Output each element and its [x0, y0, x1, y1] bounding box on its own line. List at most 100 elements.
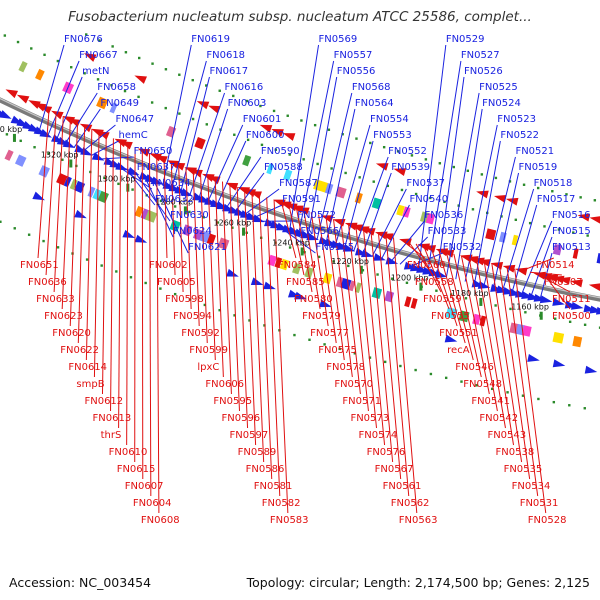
ring-dot	[429, 196, 432, 200]
reverse-gene-label: FN0548	[463, 379, 502, 390]
forward-gene-label: FN0601	[243, 114, 282, 125]
reverse-leader-line	[45, 113, 57, 276]
reverse-gene-label: FN0592	[181, 328, 220, 339]
ring-dot	[372, 180, 375, 183]
ring-dot	[528, 221, 532, 225]
ring-dot	[300, 119, 303, 122]
forward-gene-label: FN0521	[515, 146, 554, 157]
gene-block	[348, 280, 356, 292]
ring-dot	[475, 384, 479, 387]
reverse-gene-arrow	[577, 213, 591, 222]
forward-gene-label: FN0515	[552, 226, 591, 237]
forward-leader-line	[135, 173, 171, 222]
ring-dot	[355, 137, 358, 140]
forward-gene-arrow	[552, 359, 566, 368]
ring-dot	[293, 333, 296, 337]
ring-dot	[302, 158, 305, 161]
kbp-label: 1320 kbp	[41, 151, 79, 160]
ring-dot	[70, 66, 73, 69]
forward-gene-arrow	[74, 209, 87, 219]
ring-dot	[382, 145, 386, 149]
reverse-gene-label: FN0541	[471, 396, 510, 407]
forward-leader-line	[234, 172, 265, 212]
forward-gene-label: metN	[82, 66, 109, 77]
map-title: Fusobacterium nucleatum subsp. nucleatum…	[68, 9, 532, 25]
reverse-gene-label: FN0551	[439, 328, 478, 339]
reverse-leader-line	[377, 233, 402, 480]
gene-block	[165, 125, 177, 138]
forward-gene-arrow	[595, 306, 600, 315]
reverse-leader-line	[53, 116, 64, 293]
reverse-leader-line	[61, 119, 71, 310]
ring-dot	[164, 68, 168, 71]
reverse-gene-label: thrS	[101, 430, 122, 441]
forward-gene-arrow	[39, 128, 53, 138]
reverse-leader-line	[37, 109, 50, 259]
forward-leader-line	[436, 76, 465, 275]
ring-dot	[233, 314, 236, 317]
forward-gene-label: FN0650	[134, 146, 173, 157]
reverse-leader-line	[236, 186, 249, 429]
reverse-leader-line	[537, 273, 571, 293]
ring-dot	[399, 364, 402, 368]
ring-dot	[110, 84, 113, 87]
reverse-gene-arrow	[91, 128, 104, 138]
ring-dot	[557, 228, 561, 231]
reverse-leader-line	[192, 170, 200, 327]
reverse-gene-arrow	[225, 182, 239, 191]
reverse-leader-line	[258, 194, 273, 480]
reverse-gene-label: FN0579	[302, 311, 341, 322]
kbp-tick	[359, 265, 363, 274]
forward-gene-label: FN0600	[246, 130, 285, 141]
ring-dot	[246, 138, 250, 142]
forward-gene-arrow	[226, 268, 239, 277]
reverse-gene-label: FN0531	[520, 498, 559, 509]
forward-gene-label: FN0587	[279, 178, 318, 189]
ring-dot	[429, 372, 433, 376]
ring-dot	[188, 210, 191, 214]
forward-leader-line	[427, 60, 462, 272]
kbp-tick	[300, 247, 304, 256]
ring-dot	[341, 133, 344, 136]
gene-block	[335, 186, 347, 199]
reverse-leader-line	[491, 263, 523, 463]
reverse-gene-label: recA	[447, 345, 470, 356]
reverse-leader-line	[101, 135, 107, 395]
ring-dot	[245, 99, 249, 103]
ring-dot	[323, 343, 326, 346]
forward-gene-label: FN0634	[152, 178, 191, 189]
forward-leader-line	[56, 76, 83, 140]
ring-dot	[358, 176, 361, 179]
forward-gene-label: FN0526	[464, 66, 503, 77]
reverse-gene-arrow	[375, 163, 389, 171]
reverse-gene-label: FN0651	[20, 260, 59, 271]
reverse-leader-line	[310, 212, 329, 327]
reverse-gene-arrow	[134, 75, 147, 84]
ring-dot	[129, 276, 133, 279]
forward-gene-label: FN0536	[425, 210, 464, 221]
forward-leader-line	[464, 124, 498, 282]
ring-dot	[205, 84, 208, 87]
ring-dot	[272, 109, 276, 113]
ring-dot	[579, 196, 582, 199]
gene-block	[18, 61, 28, 73]
gene-block	[144, 210, 158, 223]
forward-gene-label: FN0616	[225, 82, 264, 93]
ring-dot	[42, 239, 45, 243]
reverse-gene-arrow	[16, 94, 30, 104]
reverse-leader-line	[163, 159, 168, 259]
reverse-gene-arrow	[595, 285, 600, 289]
forward-gene-label: hemC	[119, 130, 148, 141]
gene-block	[242, 154, 252, 167]
forward-gene-label: FN0649	[100, 98, 139, 109]
forward-gene-label: FN0569	[319, 34, 358, 45]
forward-gene-arrow	[527, 354, 540, 362]
ring-dot	[500, 215, 503, 218]
ring-dot	[565, 193, 568, 196]
reverse-gene-label: FN0586	[246, 464, 285, 475]
reverse-gene-label: FN0576	[367, 447, 406, 458]
ring-dot	[216, 221, 220, 224]
reverse-leader-line	[118, 141, 122, 429]
forward-leader-line	[225, 156, 262, 209]
ring-dot	[490, 387, 494, 391]
